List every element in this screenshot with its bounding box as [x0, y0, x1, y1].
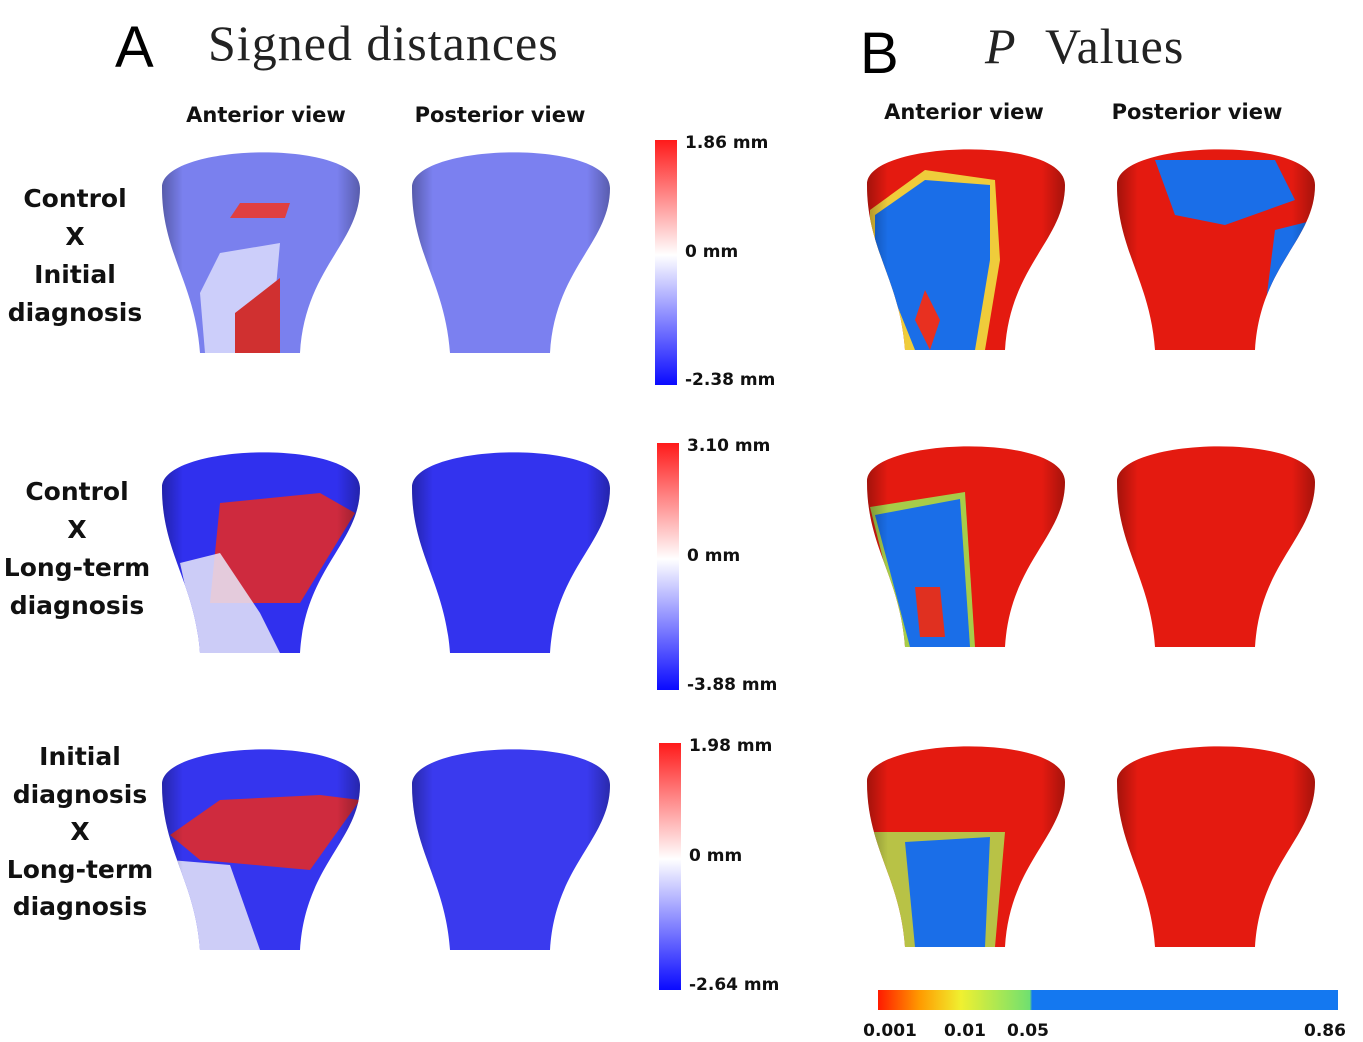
surface-shade	[150, 730, 370, 960]
surface	[1105, 130, 1325, 360]
row-label: diagnosis	[10, 591, 145, 620]
surface-fill	[1105, 727, 1325, 957]
surface	[150, 433, 370, 663]
surface-fill	[150, 133, 370, 363]
row-label: X	[67, 515, 86, 544]
color-scale	[659, 743, 681, 990]
row-label: diagnosis	[13, 780, 148, 809]
color-scale	[655, 140, 677, 385]
surface-fill	[855, 130, 1075, 360]
surface-shade	[150, 133, 370, 363]
surface-shade	[150, 433, 370, 663]
surface	[150, 730, 370, 960]
panel-title: Values	[1045, 18, 1184, 74]
row-label: X	[70, 817, 89, 846]
view-header: Posterior view	[415, 103, 586, 127]
surface-shade	[855, 130, 1075, 360]
row-label: Long-term	[4, 553, 150, 582]
color-scale	[657, 443, 679, 690]
scale-label: 3.10 mm	[687, 436, 770, 456]
surface-shade	[400, 433, 620, 663]
surface-fill	[400, 133, 620, 363]
scale-label: 0.001	[863, 1021, 917, 1041]
surface	[855, 727, 1075, 957]
scale-label: 0.05	[1007, 1021, 1049, 1041]
row-label: X	[65, 222, 84, 251]
surface-shade	[1105, 427, 1325, 657]
surface	[400, 133, 620, 363]
surface-fill	[855, 727, 1075, 957]
scale-label: 1.98 mm	[689, 736, 772, 756]
panel-letter: B	[860, 21, 899, 86]
surface-fill	[150, 433, 370, 663]
scale-label: 0.86	[1304, 1021, 1346, 1041]
figure: A Signed distances B P Values Anterior v…	[0, 0, 1363, 1042]
surface-shade	[400, 730, 620, 960]
view-header: Anterior view	[186, 103, 346, 127]
surface	[1105, 427, 1325, 657]
surface-shade	[400, 133, 620, 363]
row-label: Control	[25, 477, 128, 506]
row-label: Long-term	[7, 855, 153, 884]
surface-shade	[855, 427, 1075, 657]
color-scale	[878, 990, 1338, 1010]
scale-label: 0 mm	[687, 546, 740, 566]
view-header: Posterior view	[1112, 100, 1283, 124]
row-label: diagnosis	[13, 892, 148, 921]
scale-label: 1.86 mm	[685, 133, 768, 153]
row-label: Initial	[39, 742, 121, 771]
scale-label: 0 mm	[685, 242, 738, 262]
view-header: Anterior view	[884, 100, 1044, 124]
surface	[150, 133, 370, 363]
scale-label: -3.88 mm	[687, 675, 777, 695]
surface-fill	[855, 427, 1075, 657]
row-label: diagnosis	[8, 298, 143, 327]
scale-label: -2.64 mm	[689, 975, 779, 995]
surface	[1105, 727, 1325, 957]
panel-title-italic: P	[984, 18, 1017, 74]
panel-title: Signed distances	[208, 15, 559, 71]
surface-fill	[400, 433, 620, 663]
surface-shade	[855, 727, 1075, 957]
surface-fill	[400, 730, 620, 960]
scale-label: 0 mm	[689, 846, 742, 866]
panel-letter: A	[115, 15, 154, 80]
surface-fill	[150, 730, 370, 960]
surface	[855, 130, 1075, 360]
surface	[400, 730, 620, 960]
surface-fill	[1105, 427, 1325, 657]
scale-label: 0.01	[944, 1021, 986, 1041]
surface	[400, 433, 620, 663]
surface-shade	[1105, 130, 1325, 360]
row-label: Control	[23, 184, 126, 213]
surface	[855, 427, 1075, 657]
surface-shade	[1105, 727, 1325, 957]
scale-label: -2.38 mm	[685, 370, 775, 390]
surface-fill	[1105, 130, 1325, 360]
row-label: Initial	[34, 260, 116, 289]
